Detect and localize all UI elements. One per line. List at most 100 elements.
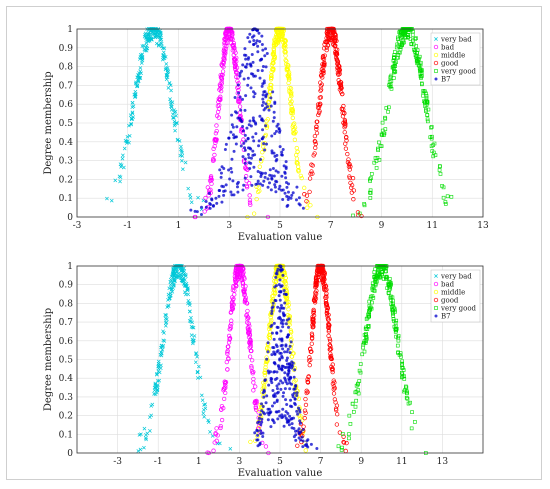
- point-middle: [274, 279, 279, 284]
- point-very-bad: [156, 359, 161, 364]
- point-b7: [251, 116, 255, 120]
- point-very-good: [400, 31, 405, 36]
- point-good: [332, 385, 337, 391]
- point-b7: [272, 321, 276, 325]
- legend-label: B7: [441, 313, 451, 321]
- point-b7: [297, 196, 301, 200]
- point-bad: [248, 348, 253, 354]
- point-b7: [276, 122, 280, 126]
- x-tick-label: 1: [176, 221, 182, 231]
- point-bad: [248, 338, 253, 343]
- point-very-good: [367, 299, 372, 304]
- point-b7: [274, 299, 278, 303]
- point-b7: [255, 39, 259, 43]
- point-b7: [282, 288, 286, 292]
- point-very-good: [339, 447, 344, 452]
- point-bad: [212, 144, 217, 149]
- point-very-good: [380, 128, 385, 133]
- point-good: [334, 407, 339, 413]
- point-b7: [239, 108, 243, 112]
- point-very-good: [431, 150, 436, 155]
- point-b7: [230, 193, 234, 197]
- point-very-good: [429, 144, 434, 148]
- point-very-good: [385, 286, 390, 290]
- point-b7: [241, 124, 245, 128]
- point-very-bad: [163, 323, 168, 328]
- point-very-good: [354, 383, 359, 388]
- point-b7: [259, 174, 263, 178]
- point-b7: [294, 433, 298, 437]
- point-good: [309, 331, 315, 336]
- point-bad: [225, 348, 230, 354]
- point-good: [334, 403, 340, 408]
- point-good: [343, 135, 349, 140]
- point-very-good: [424, 99, 429, 104]
- legend-label: middle: [441, 52, 465, 60]
- point-very-bad: [210, 434, 215, 438]
- point-good: [324, 40, 330, 45]
- point-b7: [282, 424, 286, 428]
- point-b7: [281, 148, 285, 152]
- point-very-good: [373, 156, 378, 160]
- point-middle: [299, 176, 304, 181]
- point-middle: [296, 396, 302, 401]
- point-very-bad: [178, 272, 183, 277]
- point-middle: [284, 59, 289, 64]
- point-very-good: [386, 105, 391, 110]
- point-good: [346, 157, 351, 162]
- point-b7: [271, 389, 275, 393]
- point-very-good: [415, 48, 420, 52]
- point-b7: [204, 205, 208, 209]
- point-b7: [243, 53, 247, 57]
- point-very-good: [384, 106, 389, 110]
- point-very-good: [413, 53, 418, 58]
- point-very-good: [377, 272, 382, 277]
- point-b7: [270, 134, 274, 138]
- point-very-good: [400, 365, 404, 370]
- point-middle: [293, 378, 298, 383]
- point-b7: [246, 136, 250, 140]
- point-b7: [293, 401, 297, 405]
- point-very-bad: [186, 186, 191, 191]
- point-b7: [269, 425, 273, 429]
- point-very-bad: [124, 141, 129, 145]
- point-very-bad: [163, 313, 168, 317]
- point-bad: [237, 104, 243, 109]
- point-very-good: [357, 379, 362, 383]
- point-very-bad: [164, 73, 169, 77]
- point-bad: [251, 388, 256, 393]
- point-very-good: [395, 56, 399, 60]
- point-good: [326, 322, 331, 327]
- point-bad: [209, 181, 214, 186]
- point-middle: [289, 111, 294, 116]
- point-b7: [231, 179, 235, 183]
- point-b7: [246, 76, 250, 80]
- point-good: [325, 313, 330, 318]
- point-middle: [288, 328, 293, 333]
- point-b7: [305, 439, 309, 443]
- point-b7: [286, 190, 290, 194]
- point-b7: [281, 415, 285, 419]
- point-b7: [259, 431, 263, 435]
- point-very-good: [362, 340, 367, 345]
- point-b7: [270, 174, 274, 178]
- point-good: [342, 110, 347, 116]
- point-very-good: [371, 284, 375, 288]
- point-very-bad: [171, 115, 175, 120]
- point-very-bad: [172, 273, 176, 278]
- point-bad: [222, 40, 227, 46]
- point-good: [326, 333, 331, 339]
- point-very-bad: [133, 92, 138, 97]
- point-very-good: [354, 389, 359, 394]
- point-b7: [269, 188, 273, 192]
- membership-figure: -3 -1 1 3 5 7 9 11 1300.10.20.30.40.50.60.70.80.…: [43, 25, 489, 479]
- point-middle: [271, 66, 276, 71]
- point-very-good: [429, 125, 433, 130]
- point-middle: [265, 117, 270, 122]
- point-b7: [243, 157, 247, 161]
- point-very-good: [404, 35, 408, 39]
- point-very-good: [376, 146, 380, 151]
- point-very-good: [379, 270, 384, 275]
- point-very-good: [386, 290, 391, 295]
